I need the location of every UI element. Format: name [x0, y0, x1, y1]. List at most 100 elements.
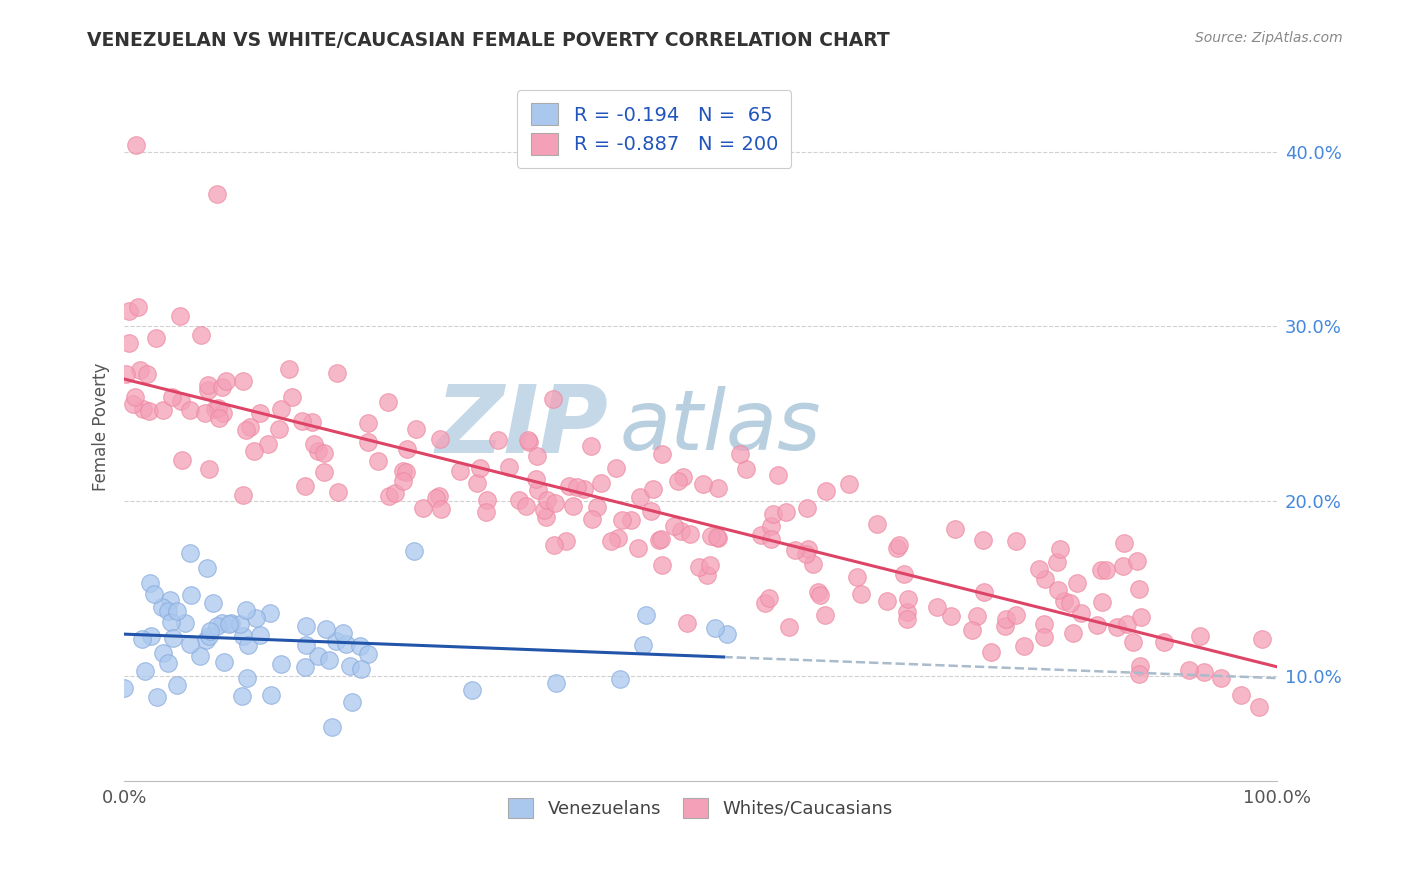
Point: [270, 402, 292, 417]
Point: [1053, 594, 1076, 608]
Point: [927, 599, 949, 614]
Point: [561, 499, 583, 513]
Point: [668, 474, 690, 488]
Point: [607, 531, 630, 545]
Point: [156, 604, 179, 618]
Point: [127, 300, 149, 314]
Point: [152, 403, 174, 417]
Point: [641, 482, 664, 496]
Point: [207, 401, 229, 415]
Point: [307, 649, 329, 664]
Point: [166, 677, 188, 691]
Point: [1128, 582, 1150, 596]
Point: [1085, 617, 1108, 632]
Point: [205, 619, 228, 633]
Point: [291, 414, 314, 428]
Point: [378, 489, 401, 503]
Point: [796, 501, 818, 516]
Text: ZIP: ZIP: [436, 381, 609, 473]
Point: [314, 446, 336, 460]
Point: [801, 558, 824, 572]
Point: [536, 492, 558, 507]
Point: [1230, 688, 1253, 702]
Point: [886, 541, 908, 555]
Point: [467, 476, 489, 491]
Point: [1005, 607, 1028, 622]
Point: [966, 609, 988, 624]
Point: [392, 464, 415, 478]
Point: [1178, 663, 1201, 677]
Point: [295, 638, 318, 652]
Point: [1188, 629, 1211, 643]
Point: [754, 597, 776, 611]
Point: [1033, 617, 1056, 632]
Point: [204, 401, 226, 416]
Point: [245, 611, 267, 625]
Point: [198, 624, 221, 638]
Point: [706, 530, 728, 544]
Point: [1115, 616, 1137, 631]
Point: [259, 688, 281, 702]
Point: [229, 617, 252, 632]
Point: [1126, 554, 1149, 568]
Point: [318, 653, 340, 667]
Point: [194, 406, 217, 420]
Point: [197, 462, 219, 476]
Point: [1095, 563, 1118, 577]
Point: [628, 490, 651, 504]
Point: [197, 629, 219, 643]
Point: [498, 459, 520, 474]
Point: [627, 541, 650, 555]
Point: [215, 374, 238, 388]
Point: [876, 594, 898, 608]
Point: [302, 436, 325, 450]
Point: [941, 608, 963, 623]
Point: [567, 480, 589, 494]
Point: [517, 435, 540, 450]
Point: [242, 443, 264, 458]
Point: [118, 335, 141, 350]
Point: [325, 366, 347, 380]
Point: [887, 538, 910, 552]
Point: [648, 533, 671, 548]
Point: [332, 625, 354, 640]
Point: [114, 681, 136, 695]
Point: [118, 304, 141, 318]
Point: [749, 528, 772, 542]
Point: [449, 464, 471, 478]
Point: [1129, 610, 1152, 624]
Point: [1105, 620, 1128, 634]
Point: [477, 492, 499, 507]
Point: [160, 390, 183, 404]
Point: [249, 628, 271, 642]
Point: [807, 584, 830, 599]
Point: [257, 437, 280, 451]
Point: [1066, 575, 1088, 590]
Point: [259, 606, 281, 620]
Point: [508, 492, 530, 507]
Point: [219, 616, 242, 631]
Point: [517, 434, 540, 448]
Point: [1128, 667, 1150, 681]
Point: [766, 468, 789, 483]
Point: [335, 637, 357, 651]
Point: [808, 588, 831, 602]
Point: [392, 474, 415, 488]
Point: [405, 422, 427, 436]
Point: [201, 596, 224, 610]
Point: [356, 647, 378, 661]
Point: [152, 646, 174, 660]
Point: [1032, 630, 1054, 644]
Point: [307, 444, 329, 458]
Point: [672, 470, 695, 484]
Point: [650, 533, 672, 547]
Point: [132, 401, 155, 416]
Point: [134, 664, 156, 678]
Point: [775, 505, 797, 519]
Point: [267, 422, 290, 436]
Point: [544, 496, 567, 510]
Point: [814, 608, 837, 623]
Point: [704, 621, 727, 635]
Point: [136, 367, 159, 381]
Point: [396, 442, 419, 457]
